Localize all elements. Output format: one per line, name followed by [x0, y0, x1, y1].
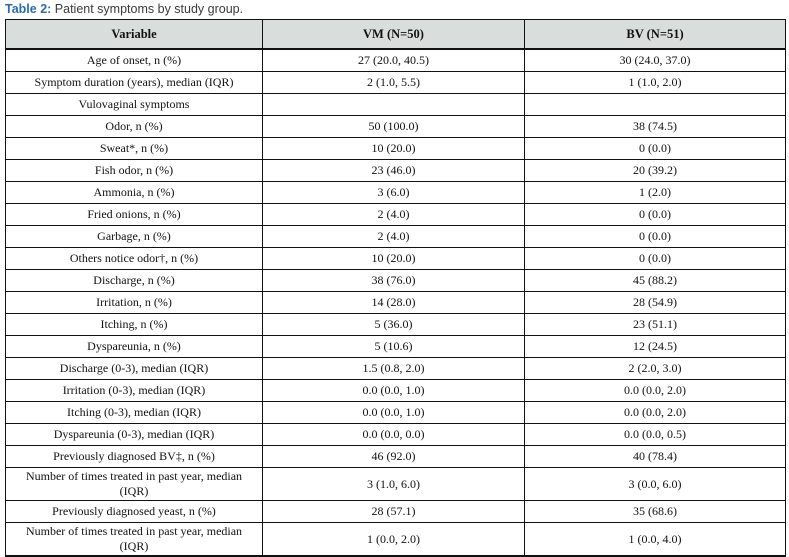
variable-cell: Irritation (0-3), median (IQR) [5, 379, 263, 402]
variable-cell: Dyspareunia (0-3), median (IQR) [5, 423, 263, 446]
variable-cell: Age of onset, n (%) [5, 48, 263, 72]
value-cell: 50 (100.0) [262, 115, 525, 138]
value-cell [262, 93, 525, 116]
variable-cell: Vulovaginal symptoms [5, 93, 263, 116]
variable-cell: Itching (0-3), median (IQR) [5, 401, 263, 424]
table-row: Discharge, n (%) 38 (76.0) 45 (88.2) [5, 269, 786, 292]
value-cell: 0 (0.0) [524, 247, 786, 270]
variable-cell: Previously diagnosed yeast, n (%) [5, 500, 263, 523]
table-row: Itching, n (%) 5 (36.0) 23 (51.1) [5, 313, 786, 336]
value-cell: 3 (6.0) [262, 181, 525, 204]
table-row: Ammonia, n (%) 3 (6.0) 1 (2.0) [5, 181, 786, 204]
value-cell: 45 (88.2) [524, 269, 786, 292]
value-cell: 1 (2.0) [524, 181, 786, 204]
value-cell: 1 (0.0, 2.0) [262, 522, 525, 557]
value-cell: 1 (0.0, 4.0) [524, 522, 786, 557]
value-cell: 0.0 (0.0, 2.0) [524, 401, 786, 424]
symptoms-table: Variable VM (N=50) BV (N=51) Age of onse… [5, 19, 786, 557]
table-row: Irritation (0-3), median (IQR) 0.0 (0.0, … [5, 379, 786, 402]
value-cell: 10 (20.0) [262, 247, 525, 270]
table-row: Irritation, n (%) 14 (28.0) 28 (54.9) [5, 291, 786, 314]
table-row: Fried onions, n (%) 2 (4.0) 0 (0.0) [5, 203, 786, 226]
table-row: Symptom duration (years), median (IQR) 2 … [5, 71, 786, 94]
value-cell: 0.0 (0.0, 1.0) [262, 401, 525, 424]
value-cell: 40 (78.4) [524, 445, 786, 468]
value-cell: 28 (57.1) [262, 500, 525, 523]
value-cell: 1.5 (0.8, 2.0) [262, 357, 525, 380]
value-cell: 0.0 (0.0, 1.0) [262, 379, 525, 402]
table-caption-label: Table 2: [5, 2, 52, 16]
column-header-variable: Variable [5, 19, 263, 50]
value-cell: 2 (1.0, 5.5) [262, 71, 525, 94]
value-cell: 12 (24.5) [524, 335, 786, 358]
value-cell: 14 (28.0) [262, 291, 525, 314]
variable-cell: Others notice odor†, n (%) [5, 247, 263, 270]
value-cell: 2 (4.0) [262, 225, 525, 248]
value-cell: 38 (76.0) [262, 269, 525, 292]
value-cell: 5 (10.6) [262, 335, 525, 358]
column-header-bv: BV (N=51) [524, 19, 786, 50]
value-cell: 3 (0.0, 6.0) [524, 467, 786, 501]
value-cell [524, 93, 786, 116]
value-cell: 2 (2.0, 3.0) [524, 357, 786, 380]
value-cell: 38 (74.5) [524, 115, 786, 138]
value-cell: 0.0 (0.0, 2.0) [524, 379, 786, 402]
header-row: Variable VM (N=50) BV (N=51) [5, 19, 786, 50]
variable-cell: Itching, n (%) [5, 313, 263, 336]
variable-cell: Number of times treated in past year, me… [5, 522, 263, 557]
table-row: Previously diagnosed yeast, n (%) 28 (57.… [5, 500, 786, 523]
variable-cell: Irritation, n (%) [5, 291, 263, 314]
table-row: Itching (0-3), median (IQR) 0.0 (0.0, 1.0… [5, 401, 786, 424]
value-cell: 3 (1.0, 6.0) [262, 467, 525, 501]
value-cell: 27 (20.0, 40.5) [262, 48, 525, 72]
value-cell: 30 (24.0, 37.0) [524, 48, 786, 72]
value-cell: 5 (36.0) [262, 313, 525, 336]
value-cell: 0 (0.0) [524, 137, 786, 160]
variable-cell: Dyspareunia, n (%) [5, 335, 263, 358]
value-cell: 23 (51.1) [524, 313, 786, 336]
table-row: Others notice odor†, n (%) 10 (20.0) 0 (0.… [5, 247, 786, 270]
table-row: Previously diagnosed BV‡, n (%) 46 (92.0)… [5, 445, 786, 468]
value-cell: 1 (1.0, 2.0) [524, 71, 786, 94]
variable-cell: Odor, n (%) [5, 115, 263, 138]
variable-cell: Discharge (0-3), median (IQR) [5, 357, 263, 380]
variable-cell: Fish odor, n (%) [5, 159, 263, 182]
table-row: Dyspareunia (0-3), median (IQR) 0.0 (0.0,… [5, 423, 786, 446]
variable-cell: Sweat*, n (%) [5, 137, 263, 160]
variable-cell: Previously diagnosed BV‡, n (%) [5, 445, 263, 468]
table-row: Age of onset, n (%) 27 (20.0, 40.5) 30 (24… [5, 48, 786, 72]
table-caption-text: Patient symptoms by study group. [54, 2, 244, 16]
value-cell: 20 (39.2) [524, 159, 786, 182]
value-cell: 35 (68.6) [524, 500, 786, 523]
value-cell: 0.0 (0.0, 0.5) [524, 423, 786, 446]
table-row: Fish odor, n (%) 23 (46.0) 20 (39.2) [5, 159, 786, 182]
column-header-vm: VM (N=50) [262, 19, 525, 50]
value-cell: 10 (20.0) [262, 137, 525, 160]
variable-cell: Number of times treated in past year, me… [5, 467, 263, 501]
table-body: Age of onset, n (%) 27 (20.0, 40.5) 30 (24… [5, 48, 786, 557]
value-cell: 28 (54.9) [524, 291, 786, 314]
table-row: Dyspareunia, n (%) 5 (10.6) 12 (24.5) [5, 335, 786, 358]
variable-cell: Discharge, n (%) [5, 269, 263, 292]
value-cell: 0 (0.0) [524, 225, 786, 248]
value-cell: 0.0 (0.0, 0.0) [262, 423, 525, 446]
table-row: Sweat*, n (%) 10 (20.0) 0 (0.0) [5, 137, 786, 160]
variable-cell: Ammonia, n (%) [5, 181, 263, 204]
table-row: Number of times treated in past year, me… [5, 522, 786, 557]
value-cell: 2 (4.0) [262, 203, 525, 226]
variable-cell: Fried onions, n (%) [5, 203, 263, 226]
table-row: Garbage, n (%) 2 (4.0) 0 (0.0) [5, 225, 786, 248]
table-row: Odor, n (%) 50 (100.0) 38 (74.5) [5, 115, 786, 138]
variable-cell: Symptom duration (years), median (IQR) [5, 71, 263, 94]
value-cell: 0 (0.0) [524, 203, 786, 226]
table-row: Vulovaginal symptoms [5, 93, 786, 116]
table-caption: Table 2: Patient symptoms by study group… [0, 0, 789, 19]
value-cell: 23 (46.0) [262, 159, 525, 182]
value-cell: 46 (92.0) [262, 445, 525, 468]
variable-cell: Garbage, n (%) [5, 225, 263, 248]
table-row: Number of times treated in past year, me… [5, 467, 786, 501]
table-row: Discharge (0-3), median (IQR) 1.5 (0.8, 2… [5, 357, 786, 380]
